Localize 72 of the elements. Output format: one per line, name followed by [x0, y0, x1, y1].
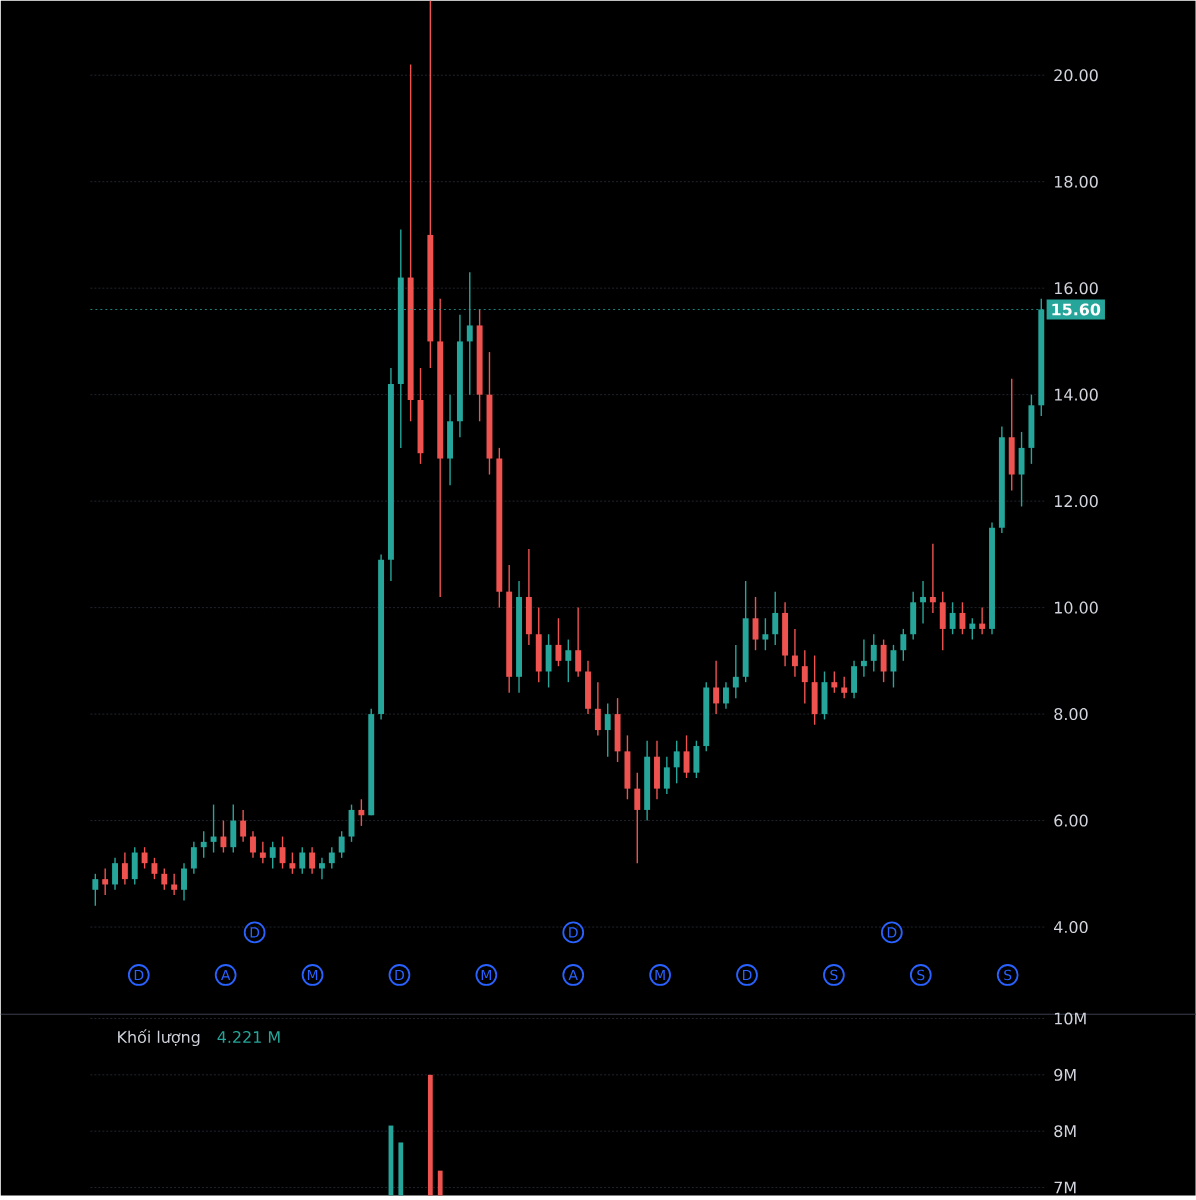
candlestick: [722, 681, 729, 710]
candlestick: [772, 590, 779, 646]
candlestick: [535, 606, 542, 683]
candlestick: [949, 601, 956, 635]
candlestick: [781, 601, 788, 667]
candlestick: [249, 830, 256, 859]
candlestick: [663, 755, 670, 795]
candlestick: [102, 867, 108, 896]
candlestick: [151, 857, 158, 880]
candlestick: [624, 734, 631, 800]
candlestick: [969, 617, 976, 641]
candlestick: [841, 676, 848, 699]
candlestick: [131, 846, 138, 886]
candlestick: [939, 590, 946, 651]
candlestick: [299, 846, 306, 875]
candlestick: [230, 803, 237, 854]
candlestick: [259, 841, 266, 864]
candlestick: [318, 857, 325, 880]
candlestick: [811, 654, 818, 726]
candlestick: [220, 819, 227, 854]
candlestick: [870, 633, 877, 673]
candlestick: [880, 638, 887, 683]
candlestick: [979, 606, 985, 635]
candlestick: [791, 628, 798, 678]
candlestick: [732, 644, 739, 699]
candlestick: [446, 393, 453, 486]
candlestick: [801, 649, 808, 705]
candlestick: [1008, 377, 1015, 492]
candlestick: [141, 846, 148, 870]
candlestick: [210, 803, 217, 854]
candlestick: [683, 734, 690, 779]
candlestick: [762, 617, 769, 651]
candlestick: [161, 867, 168, 891]
candlestick: [121, 851, 128, 886]
candlestick: [308, 846, 315, 875]
candlestick: [180, 862, 187, 902]
candlestick: [338, 830, 345, 859]
candlestick: [919, 580, 926, 625]
candlestick: [1018, 431, 1025, 508]
candlestick: [240, 809, 246, 843]
candlestick: [693, 740, 700, 779]
candlestick: [190, 841, 197, 875]
candlestick: [328, 846, 335, 870]
candlestick: [929, 543, 936, 614]
candlestick: [171, 873, 177, 896]
candlestick: [575, 606, 581, 678]
candlestick: [910, 590, 916, 641]
candlestick: [614, 697, 621, 763]
candlestick: [594, 681, 601, 737]
candlestick: [900, 628, 907, 662]
candlestick: [634, 771, 641, 864]
candlestick: [850, 660, 857, 699]
candlestick: [653, 740, 660, 800]
candlestick: [92, 873, 99, 907]
candlestick: [565, 638, 572, 683]
candlestick: [673, 740, 680, 785]
candlestick: [111, 857, 118, 891]
candlestick: [545, 633, 552, 689]
candlestick: [289, 851, 296, 875]
candlestick: [269, 841, 276, 870]
candlestick: [860, 638, 867, 678]
candlestick: [831, 670, 838, 694]
candlestick: [279, 835, 286, 870]
candlestick: [358, 798, 365, 827]
candlestick: [604, 702, 611, 758]
candlestick: [713, 660, 719, 715]
candlestick: [959, 601, 966, 635]
candlestick: [1028, 393, 1035, 465]
candlestick: [200, 830, 207, 859]
candlestick: [584, 660, 591, 715]
candlestick: [525, 548, 532, 646]
candlestick: [555, 617, 562, 667]
